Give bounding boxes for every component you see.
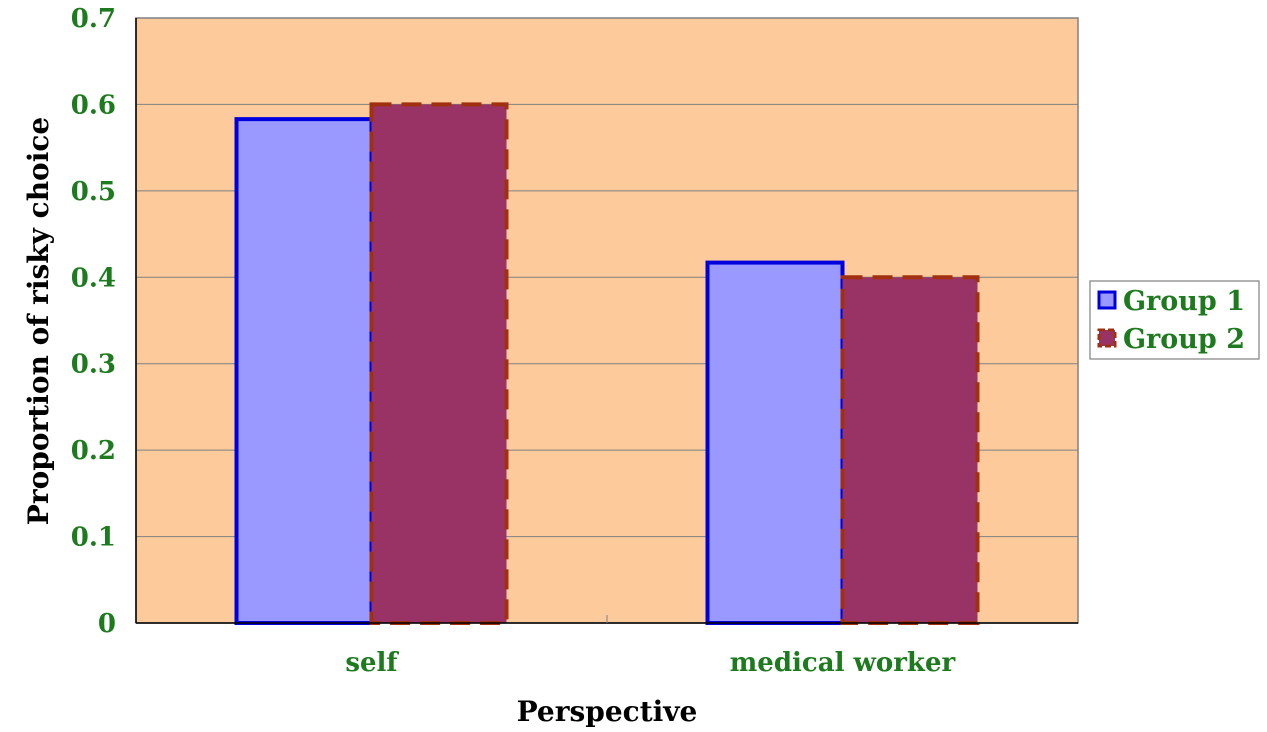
legend-label: Group 2: [1123, 324, 1245, 355]
y-tick-label: 0.3: [71, 350, 116, 380]
y-tick-label: 0: [98, 609, 116, 639]
bar-1-1: [234, 117, 374, 625]
y-tick-label: 0.4: [71, 263, 116, 293]
x-tick-labels: self medical worker: [345, 615, 955, 678]
legend-swatch: [1097, 328, 1117, 348]
bar-1-2: [705, 260, 845, 625]
legend: Group 1 Group 2: [1089, 280, 1260, 360]
legend-label: Group 1: [1123, 286, 1245, 317]
x-axis-title: Perspective: [517, 695, 698, 728]
y-tick-label: 0.6: [71, 90, 116, 120]
bar-2-2: [840, 275, 980, 625]
y-axis-title: Proportion of risky choice: [22, 117, 55, 525]
y-tick-label: 0.2: [71, 436, 116, 466]
y-tick-label: 0.5: [71, 177, 116, 207]
legend-box: [1089, 280, 1260, 360]
bar-2-1: [369, 102, 509, 625]
legend-swatch: [1097, 290, 1117, 310]
x-tick-label: self: [345, 648, 399, 678]
y-tick-label: 0.1: [71, 523, 116, 553]
x-tick-label: medical worker: [730, 648, 956, 678]
y-tick-label: 0.7: [71, 4, 116, 34]
y-tick-labels: 0 0.1 0.2 0.3 0.4 0.5 0.6 0.7: [71, 4, 116, 639]
